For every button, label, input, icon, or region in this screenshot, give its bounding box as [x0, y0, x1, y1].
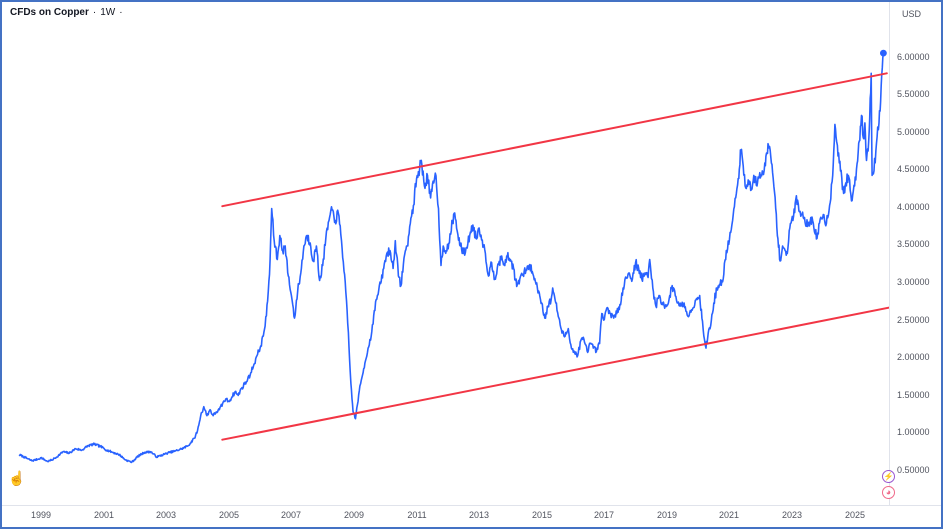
channel-lower-line[interactable]: [221, 306, 889, 441]
time-axis[interactable]: 1999 2001 2003 2005 2007 2009 2011 2013 2015 2017…: [2, 505, 941, 527]
price-tick-label: 0.50000: [897, 465, 930, 475]
price-axis[interactable]: USD 6.00000 5.50000 5.00000 4.50000 4.00000 3…: [889, 2, 941, 505]
time-tick-label: 2023: [781, 510, 803, 520]
price-tick-label: 6.00000: [897, 52, 930, 62]
time-tick-label: 2003: [155, 510, 177, 520]
time-tick-label: 2011: [407, 510, 427, 520]
time-tick-label: 2025: [844, 510, 866, 520]
time-tick-label: 2009: [343, 510, 365, 520]
lightning-badge[interactable]: ⚡: [882, 470, 895, 483]
symbol-title[interactable]: CFDs on Copper: [10, 7, 89, 18]
price-tick-label: 1.50000: [897, 390, 930, 400]
chart-plot-area[interactable]: CFDs on Copper · 1W · ☝: [2, 2, 889, 505]
price-tick-label: 3.00000: [897, 277, 930, 287]
hotlist-badge[interactable]: ◕: [882, 486, 895, 499]
time-tick-label: 1999: [30, 510, 52, 520]
price-chart-canvas[interactable]: [2, 2, 889, 505]
hotlist-icon: ◕: [885, 487, 892, 497]
time-tick-label: 2001: [93, 510, 115, 520]
time-tick-label: 2005: [218, 510, 240, 520]
price-tick-label: 3.50000: [897, 239, 930, 249]
price-tick-label: 4.00000: [897, 202, 930, 212]
price-tick-label: 1.00000: [897, 427, 930, 437]
time-tick-label: 2017: [593, 510, 615, 520]
lightning-icon: ⚡: [883, 471, 894, 481]
price-tick-label: 2.00000: [897, 352, 930, 362]
time-tick-label: 2007: [280, 510, 302, 520]
price-tick-label: 5.00000: [897, 127, 930, 137]
interval-label[interactable]: 1W: [100, 7, 116, 18]
time-tick-label: 2019: [656, 510, 678, 520]
time-tick-label: 2013: [468, 510, 490, 520]
last-price-marker: [880, 49, 887, 57]
time-tick-label: 2015: [531, 510, 553, 520]
price-line[interactable]: [18, 52, 885, 464]
channel-upper-line[interactable]: [221, 72, 888, 208]
time-tick-label: 2021: [718, 510, 740, 520]
legend-separator: ·: [119, 7, 123, 18]
price-tick-label: 5.50000: [897, 89, 930, 99]
price-tick-label: 4.50000: [897, 164, 930, 174]
hand-cursor-icon[interactable]: ☝: [8, 470, 26, 486]
chart-legend: CFDs on Copper · 1W ·: [10, 7, 123, 18]
legend-separator: ·: [92, 7, 97, 18]
currency-label: USD: [902, 9, 922, 19]
price-tick-label: 2.50000: [897, 315, 930, 325]
